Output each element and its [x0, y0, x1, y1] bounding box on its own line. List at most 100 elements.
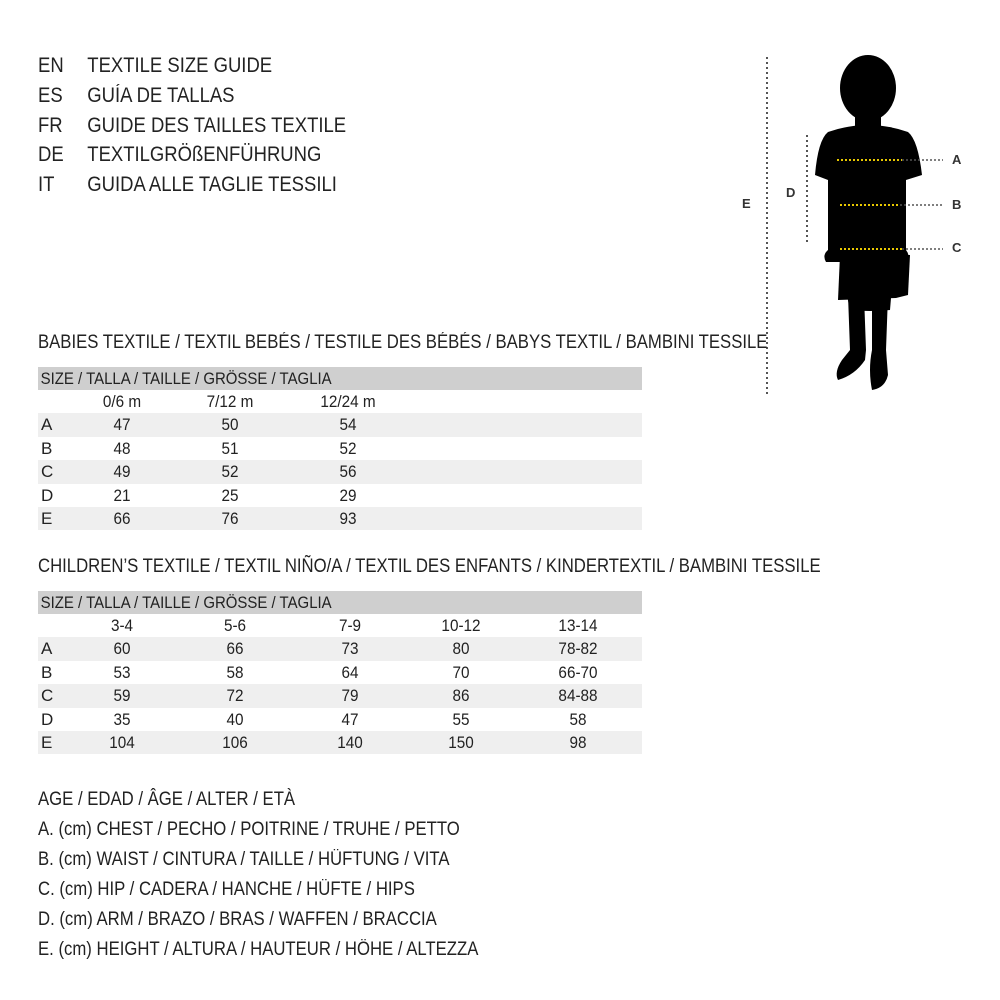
table-cell: 66-70	[558, 662, 598, 682]
legend-line: D. (cm) ARM / BRAZO / BRAS / WAFFEN / BR…	[38, 909, 437, 930]
table-cell: 93	[339, 508, 357, 528]
measure-lines	[837, 159, 943, 250]
table-cell: 50	[221, 415, 239, 435]
row-label: D	[41, 485, 54, 505]
table-cell: 35	[113, 709, 131, 729]
table-cell: 52	[221, 462, 239, 482]
table-row: D 21 25 29	[38, 484, 642, 507]
legend-line: A. (cm) CHEST / PECHO / POITRINE / TRUHE…	[38, 819, 460, 840]
table-row: C 49 52 56	[38, 460, 642, 484]
title-line: IT GUIDA ALLE TAGLIE TESSILI	[38, 173, 337, 197]
size-header-text: SIZE / TALLA / TAILLE / GRÖSSE / TAGLIA	[40, 593, 332, 612]
table-cell: 29	[339, 485, 357, 505]
row-label: B	[41, 662, 53, 682]
label-d: D	[786, 185, 796, 200]
table-cell: 55	[452, 709, 470, 729]
row-label: B	[41, 438, 53, 458]
table-cell: 21	[113, 485, 131, 505]
column-header: 10-12	[441, 616, 481, 635]
babies-title: BABIES TEXTILE / TEXTIL BEBÉS / TESTILE …	[38, 332, 768, 353]
table-row: D 35 40 47 55 58	[38, 708, 642, 731]
table-cell: 73	[341, 639, 359, 659]
size-header: SIZE / TALLA / TAILLE / GRÖSSE / TAGLIA	[38, 591, 642, 614]
table-cell: 72	[226, 686, 244, 706]
table-cell: 58	[226, 662, 244, 682]
row-label: E	[41, 508, 53, 528]
legend-line: E. (cm) HEIGHT / ALTURA / HAUTEUR / HÖHE…	[38, 939, 479, 960]
title-line: DE TEXTILGRÖßENFÜHRUNG	[38, 143, 321, 167]
title-line: FR GUIDE DES TAILLES TEXTILE	[38, 114, 346, 138]
table-cell: 79	[341, 686, 359, 706]
column-header: 3-4	[110, 616, 134, 635]
table-cell: 84-88	[558, 686, 598, 706]
table-cell: 66	[113, 508, 131, 528]
column-header: 0/6 m	[102, 392, 142, 411]
child-silhouette-figure	[766, 55, 943, 395]
column-header: 7/12 m	[206, 392, 254, 411]
children-title: CHILDREN’S TEXTILE / TEXTIL NIÑO/A / TEX…	[38, 556, 821, 577]
babies-table: SIZE / TALLA / TAILLE / GRÖSSE / TAGLIA 0…	[38, 367, 642, 531]
legend-line: AGE / EDAD / ÂGE / ALTER / ETÀ	[38, 789, 296, 810]
row-label: D	[41, 709, 54, 729]
column-header: 12/24 m	[320, 392, 376, 411]
language-code: FR	[38, 113, 63, 137]
title-text: GUIDE DES TAILLES TEXTILE	[87, 113, 347, 137]
table-cell: 52	[339, 438, 357, 458]
size-header-text: SIZE / TALLA / TAILLE / GRÖSSE / TAGLIA	[40, 369, 332, 388]
table-cell: 51	[221, 438, 239, 458]
row-label: A	[41, 639, 53, 659]
table-row: E 104 106 140 150 98	[38, 730, 642, 755]
language-code: IT	[38, 173, 55, 197]
column-header: 7-9	[338, 616, 362, 635]
table-cell: 70	[452, 662, 470, 682]
table-cell: 98	[569, 732, 587, 752]
table-cell: 104	[109, 732, 135, 752]
table-row: E 66 76 93	[38, 506, 642, 531]
title-text: GUÍA DE TALLAS	[87, 83, 235, 107]
table-cell: 53	[113, 662, 131, 682]
title-text: GUIDA ALLE TAGLIE TESSILI	[87, 173, 337, 197]
row-label: C	[41, 686, 54, 706]
language-code: EN	[38, 54, 64, 77]
table-cell: 60	[113, 639, 131, 659]
table-cell: 80	[452, 639, 470, 659]
table-cell: 150	[448, 732, 474, 752]
table-row: C 59 72 79 86 84-88	[38, 684, 642, 708]
table-cell: 106	[222, 732, 248, 752]
table-cell: 47	[341, 709, 359, 729]
legend-line: B. (cm) WAIST / CINTURA / TAILLE / HÜFTU…	[38, 849, 450, 870]
size-header: SIZE / TALLA / TAILLE / GRÖSSE / TAGLIA	[38, 367, 642, 390]
label-c: C	[952, 240, 962, 255]
table-cell: 78-82	[558, 639, 598, 659]
table-cell: 86	[452, 686, 470, 706]
language-code: DE	[38, 143, 64, 167]
table-cell: 76	[221, 508, 239, 528]
table-cell: 40	[226, 709, 244, 729]
legend-line: C. (cm) HIP / CADERA / HANCHE / HÜFTE / …	[38, 879, 415, 900]
table-cell: 58	[569, 709, 587, 729]
label-e: E	[742, 196, 751, 211]
table-cell: 66	[226, 639, 244, 659]
table-cell: 47	[113, 415, 131, 435]
column-header-row: 0/6 m 7/12 m 12/24 m	[38, 390, 642, 413]
column-header-row: 3-4 5-6 7-9 10-12 13-14	[38, 614, 642, 637]
table-cell: 54	[339, 415, 357, 435]
label-a: A	[952, 152, 962, 167]
table-cell: 64	[341, 662, 359, 682]
label-b: B	[952, 197, 962, 212]
table-row: B 48 51 52	[38, 437, 642, 460]
row-label: C	[41, 462, 54, 482]
language-code: ES	[38, 83, 63, 107]
table-cell: 48	[113, 438, 131, 458]
table-cell: 49	[113, 462, 131, 482]
silhouette-icon	[815, 55, 922, 390]
title-text: TEXTILE SIZE GUIDE	[87, 54, 273, 77]
row-label: A	[41, 415, 53, 435]
column-header: 13-14	[558, 616, 598, 635]
title-line: EN TEXTILE SIZE GUIDE	[38, 54, 272, 78]
table-row: B 53 58 64 70 66-70	[38, 661, 642, 684]
children-table: SIZE / TALLA / TAILLE / GRÖSSE / TAGLIA 3…	[38, 591, 642, 755]
table-cell: 59	[113, 686, 131, 706]
row-label: E	[41, 732, 53, 752]
